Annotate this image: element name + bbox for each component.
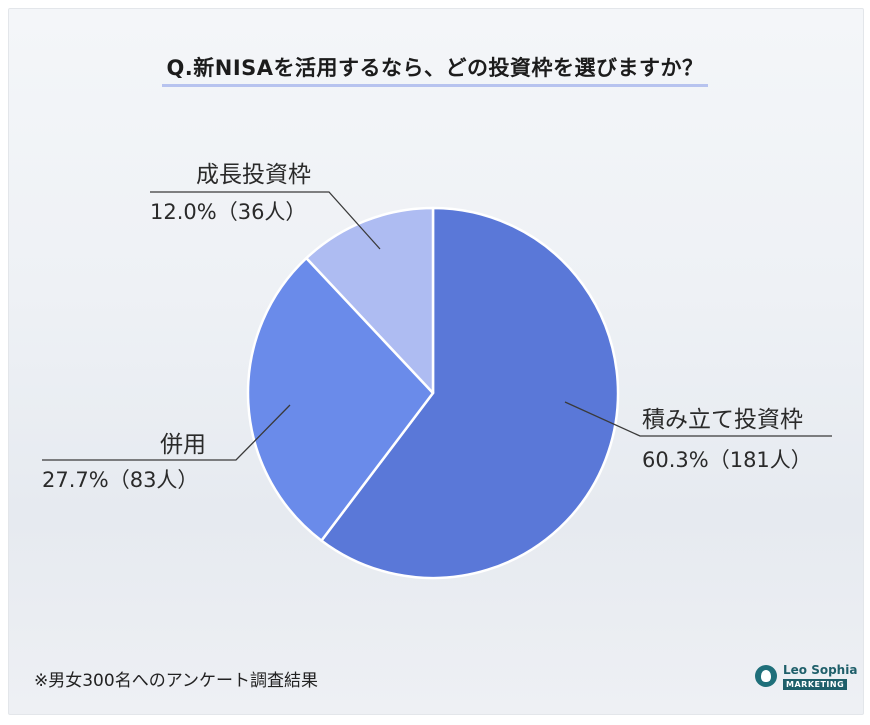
- logo-icon: [755, 665, 777, 687]
- logo-name: Leo Sophia: [783, 663, 858, 677]
- leader-line-heiyou: [42, 404, 291, 461]
- slice-value-seichou: 12.0%（36人）: [150, 200, 307, 224]
- leader-line-tsumitate: [564, 401, 832, 437]
- chart-title-text: Q.新NISAを活用するなら、どの投資枠を選びますか？: [162, 52, 708, 87]
- slice-value-heiyou: 27.7%（83人）: [42, 468, 199, 492]
- leader-line-seichou: [150, 191, 381, 250]
- pie-slice-seichou: [305, 206, 435, 395]
- slice-label-heiyou: 併用: [160, 432, 206, 458]
- pie-slice-heiyou: [246, 256, 435, 542]
- pie-slice-tsumitate: [320, 206, 620, 580]
- chart-title: Q.新NISAを活用するなら、どの投資枠を選びますか？: [0, 52, 870, 87]
- slice-value-tsumitate: 60.3%（181人）: [642, 448, 812, 472]
- slice-label-seichou: 成長投資枠: [196, 162, 311, 188]
- logo-subtitle: MARKETING: [783, 679, 848, 690]
- slice-label-tsumitate: 積み立て投資枠: [642, 407, 803, 433]
- survey-footnote: ※男女300名へのアンケート調査結果: [34, 671, 319, 691]
